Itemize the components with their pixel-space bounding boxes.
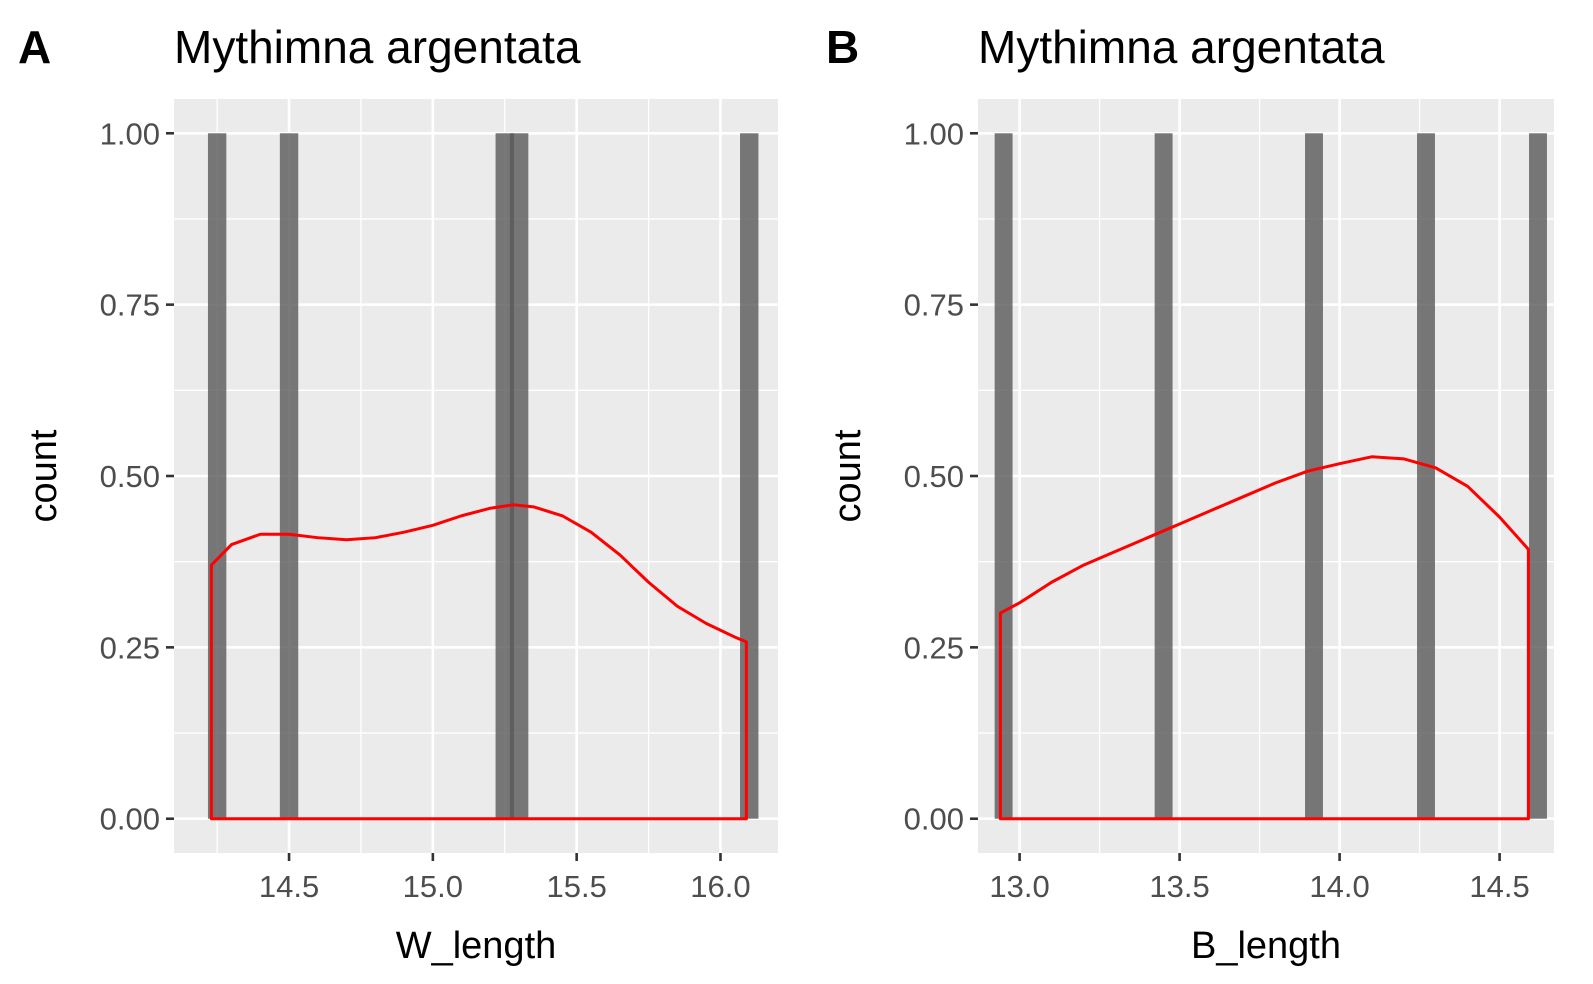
panel-b-y-axis-title: count — [827, 429, 869, 522]
panel-a-bars — [207, 133, 759, 819]
panel-b-bars — [994, 133, 1547, 819]
panel-b-bar-2 — [1305, 133, 1323, 819]
panel-b-y-tick-label-0: 0.00 — [904, 802, 964, 837]
panel-a-bar-1 — [279, 133, 299, 819]
panel-a-tag: A — [18, 21, 51, 73]
panel-b-y-tick-label-1: 0.25 — [904, 630, 964, 665]
panel-b-y-axis: 0.00 0.25 0.50 0.75 1.00 — [904, 116, 978, 837]
panel-a-x-tick-label-3: 16.0 — [690, 869, 750, 904]
panel-a-title: Mythimna argentata — [174, 21, 581, 73]
panel-a-x-axis-title: W_length — [396, 925, 557, 967]
panel-b-title: Mythimna argentata — [978, 21, 1385, 73]
panel-a-y-tick-label-4: 1.00 — [100, 116, 160, 151]
panel-a-x-tick-label-0: 14.5 — [259, 869, 319, 904]
panel-b-x-axis-title: B_length — [1191, 925, 1341, 967]
panel-a-x-tick-label-2: 15.5 — [546, 869, 606, 904]
panel-b-bar-1 — [1154, 133, 1173, 819]
panel-b-x-tick-label-0: 13.0 — [989, 869, 1049, 904]
panel-b: B Mythimna argentata 0.00 0.25 0.50 0.75 1.0… — [826, 21, 1554, 967]
panel-b-x-tick-label-3: 14.5 — [1469, 869, 1529, 904]
panel-b-y-tick-label-2: 0.50 — [904, 459, 964, 494]
panel-b-x-tick-label-1: 13.5 — [1149, 869, 1209, 904]
panel-a-y-tick-label-0: 0.00 — [100, 802, 160, 837]
panel-a-y-tick-label-2: 0.50 — [100, 459, 160, 494]
panel-b-grid — [978, 99, 1554, 853]
panel-a-x-tick-label-1: 15.0 — [403, 869, 463, 904]
panel-b-bar-0 — [994, 133, 1013, 819]
panel-a-bar-2 — [495, 133, 514, 819]
panel-a-bar-3 — [509, 133, 529, 819]
panel-a-x-axis: 14.5 15.0 15.5 16.0 — [259, 853, 751, 904]
panel-b-x-axis: 13.0 13.5 14.0 14.5 — [989, 853, 1530, 904]
panel-b-y-tick-label-3: 0.75 — [904, 288, 964, 323]
panel-a-y-axis: 0.00 0.25 0.50 0.75 1.00 — [100, 116, 174, 837]
panel-a-y-tick-label-3: 0.75 — [100, 288, 160, 323]
panel-a-y-tick-label-1: 0.25 — [100, 630, 160, 665]
panel-a-y-axis-title: count — [23, 429, 65, 522]
panel-a: A Mythimna argentata 0.00 0.25 0.50 0.75 1.0… — [18, 21, 778, 967]
panel-a-density-curve — [209, 503, 748, 821]
panel-b-bar-3 — [1417, 133, 1435, 819]
panel-b-x-tick-label-2: 14.0 — [1309, 869, 1369, 904]
panel-b-density-curve — [998, 455, 1530, 821]
panel-a-bar-4 — [740, 133, 759, 819]
panel-b-y-tick-label-4: 1.00 — [904, 116, 964, 151]
panel-b-bar-4 — [1529, 133, 1547, 819]
panel-b-tag: B — [826, 21, 859, 73]
